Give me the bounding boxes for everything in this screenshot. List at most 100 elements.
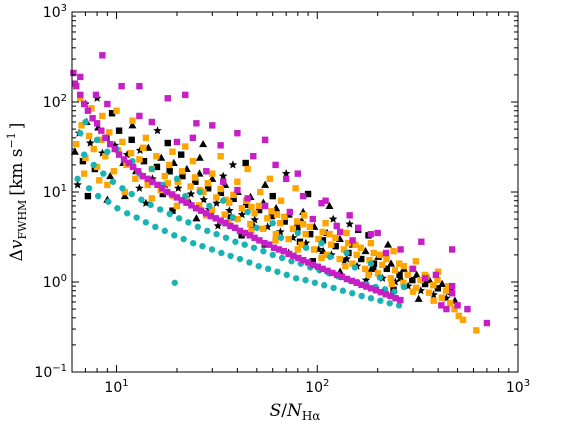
data-point	[367, 260, 375, 267]
data-point	[295, 254, 302, 262]
data-point	[164, 180, 171, 187]
data-point	[400, 279, 407, 286]
data-point	[102, 152, 109, 160]
data-point	[115, 151, 123, 158]
data-point	[412, 270, 421, 278]
data-point	[123, 210, 131, 217]
data-point	[304, 259, 312, 266]
data-point	[265, 241, 273, 248]
data-point	[152, 223, 159, 231]
data-point	[222, 220, 229, 227]
data-point	[230, 191, 237, 199]
data-point	[397, 246, 404, 253]
data-point	[178, 168, 186, 175]
data-point	[93, 163, 101, 171]
data-point	[353, 251, 360, 259]
data-point	[132, 175, 139, 183]
data-point	[104, 100, 111, 108]
data-point	[386, 300, 393, 307]
data-point	[292, 185, 299, 192]
data-point	[454, 302, 461, 309]
data-point	[128, 121, 137, 129]
data-point	[367, 230, 375, 238]
data-point	[273, 211, 281, 218]
data-point	[100, 170, 107, 177]
data-point	[225, 206, 234, 215]
data-point	[179, 172, 186, 180]
data-point	[438, 279, 447, 288]
data-point	[448, 290, 456, 297]
data-point	[447, 300, 454, 307]
data-point	[80, 170, 88, 177]
data-point	[442, 287, 450, 294]
data-point	[120, 156, 128, 163]
data-point	[322, 220, 329, 227]
data-point	[98, 127, 105, 134]
data-point	[178, 197, 185, 204]
data-point	[171, 279, 178, 286]
data-point	[352, 241, 359, 248]
data-point	[159, 190, 166, 198]
data-point	[114, 205, 121, 212]
data-point	[92, 91, 100, 99]
data-point	[280, 247, 287, 255]
data-point	[209, 170, 216, 177]
data-point	[376, 274, 384, 281]
data-point	[377, 297, 384, 304]
data-point	[349, 237, 356, 244]
data-point	[345, 239, 352, 247]
data-point	[264, 215, 271, 222]
data-point	[232, 238, 239, 245]
y-tick-label: 101	[43, 183, 67, 201]
data-point	[85, 185, 93, 192]
data-point	[353, 279, 360, 286]
data-point	[425, 289, 433, 296]
data-point	[166, 210, 173, 218]
data-point	[276, 220, 284, 227]
data-point	[221, 211, 228, 218]
data-point	[73, 140, 80, 148]
data-point	[169, 207, 176, 214]
data-point	[204, 185, 212, 192]
data-point	[438, 294, 445, 301]
data-point	[374, 270, 382, 277]
data-point	[409, 288, 417, 295]
data-point	[217, 189, 225, 196]
data-point	[182, 143, 189, 150]
data-point	[206, 202, 213, 210]
data-point	[365, 271, 372, 279]
data-point	[266, 175, 273, 183]
data-point	[289, 225, 297, 233]
data-point	[78, 122, 85, 129]
data-point	[236, 227, 244, 235]
data-point	[186, 189, 196, 198]
data-point	[400, 283, 408, 291]
data-point	[173, 175, 181, 183]
data-point	[327, 253, 334, 261]
data-point	[225, 199, 233, 206]
data-point	[268, 208, 275, 215]
data-point	[251, 234, 258, 241]
data-point	[309, 261, 317, 269]
data-point	[443, 305, 450, 313]
data-point	[324, 267, 331, 275]
data-point	[164, 139, 171, 147]
data-point	[416, 286, 426, 295]
data-point	[142, 219, 150, 226]
data-point	[387, 259, 396, 267]
data-point	[310, 246, 318, 253]
data-point	[180, 235, 187, 243]
data-point	[277, 197, 285, 204]
data-point	[269, 251, 276, 259]
data-point	[234, 130, 241, 137]
data-point	[204, 227, 211, 235]
data-point	[217, 152, 224, 160]
data-point	[269, 220, 276, 227]
data-point	[111, 145, 118, 153]
data-point	[269, 192, 276, 200]
data-point	[127, 149, 135, 157]
data-point	[218, 171, 228, 180]
data-point	[140, 144, 147, 151]
data-point	[242, 159, 249, 167]
data-point	[212, 215, 219, 222]
